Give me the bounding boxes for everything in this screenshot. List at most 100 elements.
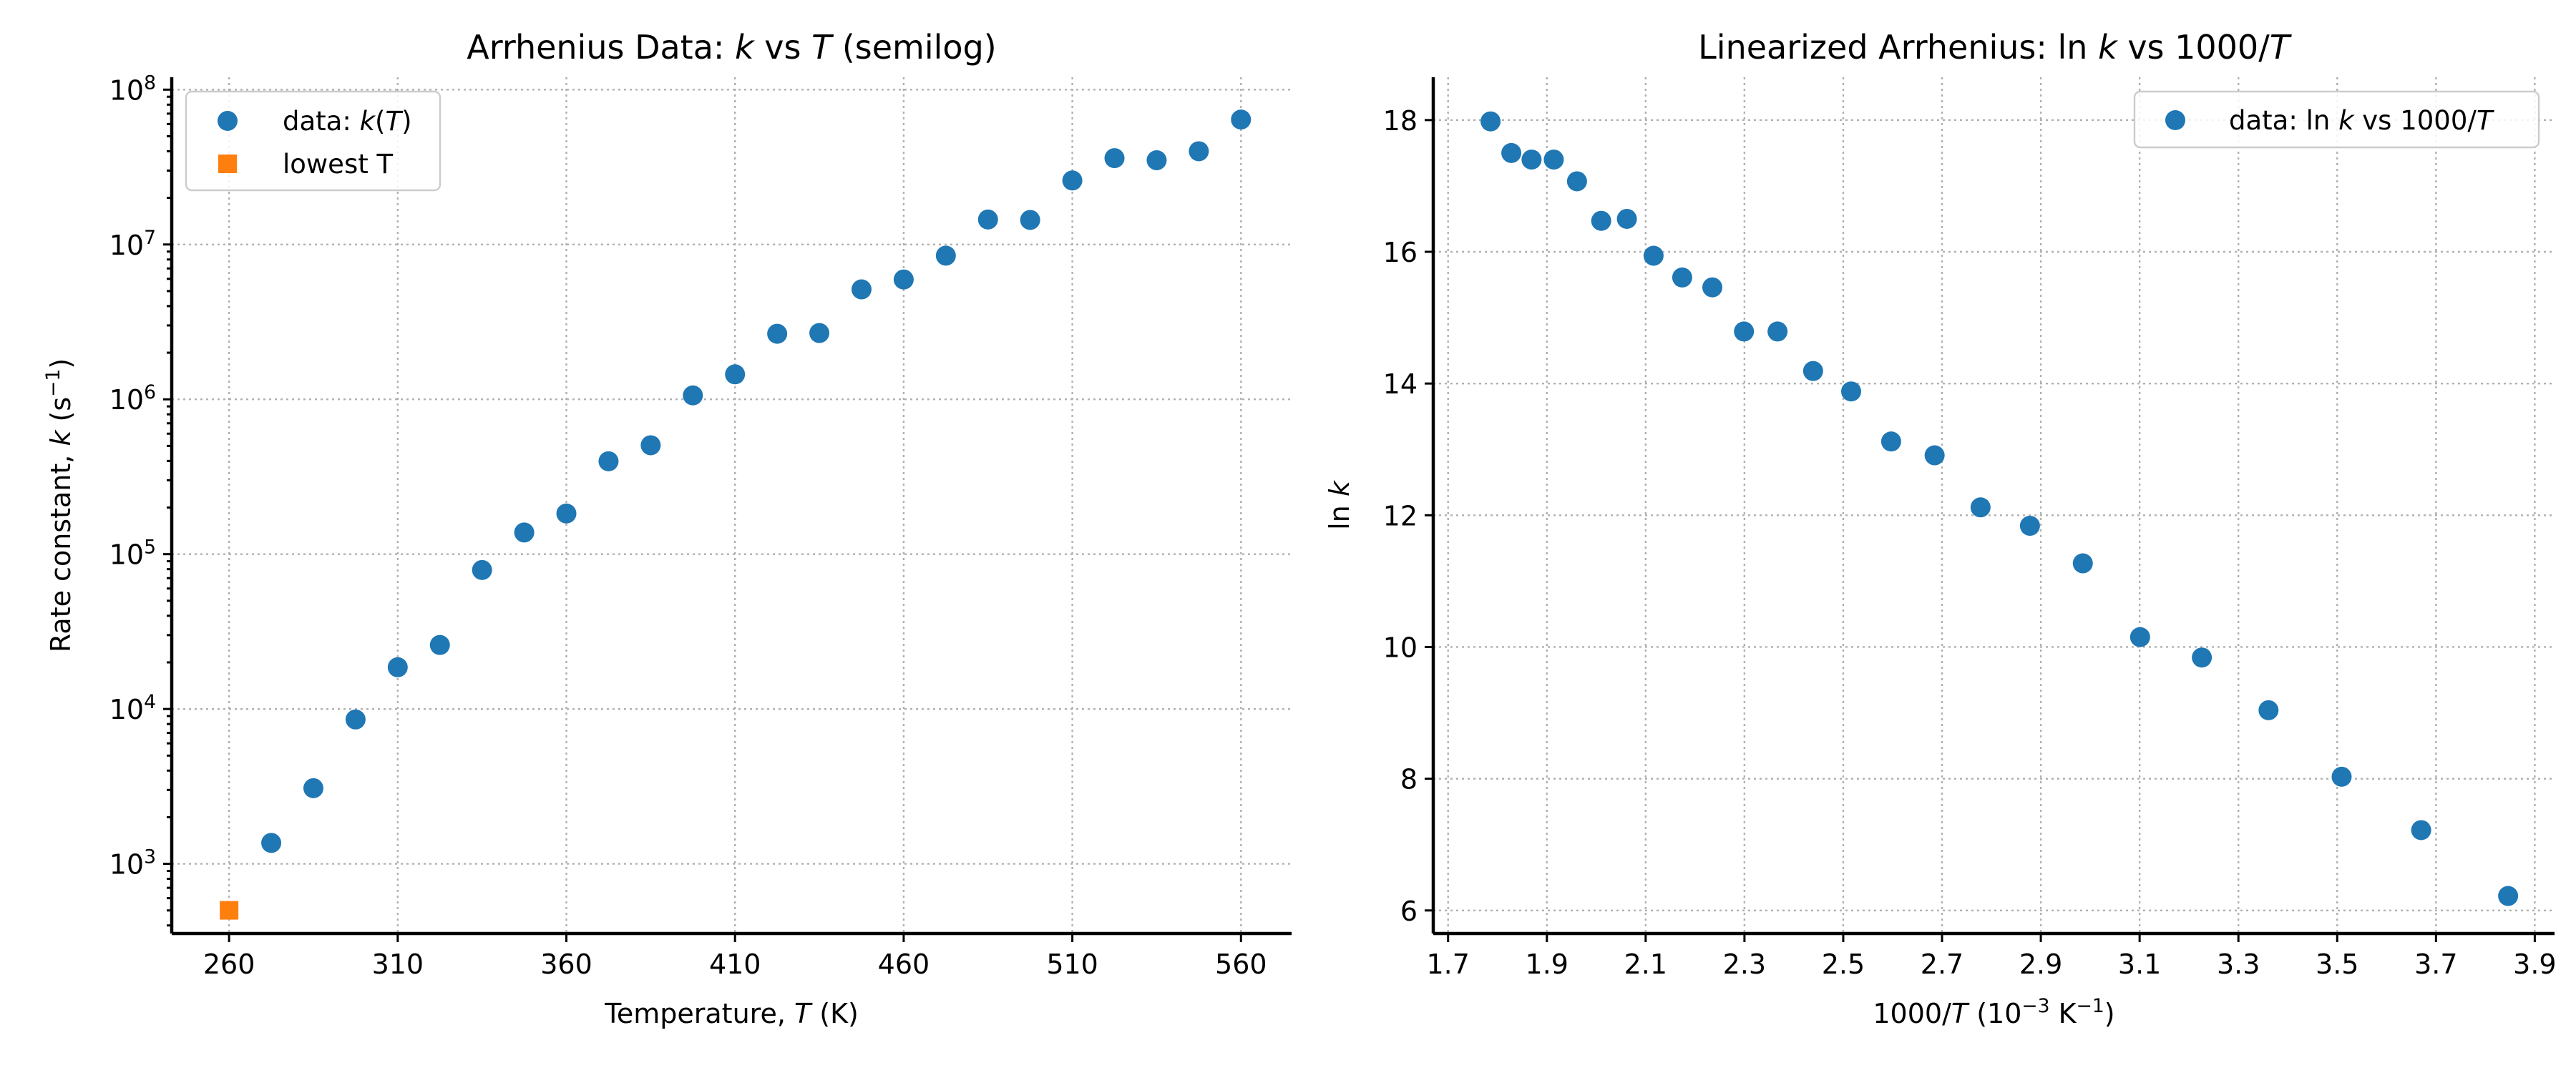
linearized-chart-panel: 1.7 1.9 2.1 2.3 2.5 2.7 2.9 3.1 3.3 3.5 3.7 3.9 6 8 10… xyxy=(1324,28,2557,1029)
x-tick-label: 2.1 xyxy=(1624,949,1667,980)
data-point xyxy=(1146,150,1167,171)
text-part: (10 xyxy=(1968,998,2021,1029)
data-point xyxy=(1767,321,1788,342)
data-point xyxy=(1643,245,1664,266)
x-tick-label: 3.1 xyxy=(2118,949,2161,980)
text-part: Arrhenius Data: xyxy=(467,28,735,67)
y-tick-label: 104 xyxy=(109,691,156,726)
tick-base: 10 xyxy=(109,384,144,416)
y-tick-label: 107 xyxy=(109,226,156,261)
data-point xyxy=(1501,142,1522,163)
text-part: (s xyxy=(45,397,77,431)
text-part: T xyxy=(2270,28,2293,67)
data-point xyxy=(1104,148,1125,169)
tick-exponent: 4 xyxy=(144,691,156,713)
y-tick-label: 12 xyxy=(1383,500,1418,531)
data-point xyxy=(2498,886,2519,906)
data-point xyxy=(809,323,830,343)
text-part xyxy=(2087,28,2098,67)
data-point xyxy=(640,435,661,456)
text-part: k xyxy=(2338,105,2355,136)
text-part: K xyxy=(2050,998,2077,1029)
data-point xyxy=(2129,627,2150,647)
data-point xyxy=(935,245,956,266)
text-part: Linearized Arrhenius: xyxy=(1698,28,2057,67)
text-part: ) xyxy=(401,106,411,137)
text-part: Rate constant, xyxy=(45,446,77,653)
text-part: −1 xyxy=(2077,995,2104,1017)
tick-exponent: 7 xyxy=(144,226,156,248)
data-point xyxy=(1616,208,1637,229)
data-point xyxy=(598,451,619,471)
data-point xyxy=(1020,210,1040,230)
data-point xyxy=(1970,497,1991,518)
data-point xyxy=(1231,109,1252,130)
data-point xyxy=(1566,171,1587,192)
text-part: T xyxy=(2477,105,2494,136)
tick-exponent: 8 xyxy=(144,72,156,94)
data-point xyxy=(1734,321,1755,342)
data-point xyxy=(683,385,703,406)
legend-marker-lowest-t xyxy=(218,155,237,173)
data-point xyxy=(1672,267,1692,288)
text-part: k xyxy=(45,429,77,446)
text-part: ) xyxy=(45,358,77,369)
data-point xyxy=(2019,516,2040,536)
data-point xyxy=(2411,820,2431,841)
data-point xyxy=(1924,445,1945,466)
y-axis-label: Rate constant, k (s−1) xyxy=(42,358,77,652)
y-tick-label: 105 xyxy=(109,536,156,571)
x-tick-label: 2.3 xyxy=(1723,949,1766,980)
data-point xyxy=(261,833,282,853)
tick-base: 10 xyxy=(109,230,144,261)
text-part: k xyxy=(2098,28,2119,67)
legend-label-data: data: k(T) xyxy=(283,106,412,137)
text-part: T xyxy=(811,28,834,67)
text-part xyxy=(1324,496,1355,505)
text-part: −3 xyxy=(2021,995,2049,1017)
tick-base: 10 xyxy=(109,694,144,725)
x-tick-label: 3.5 xyxy=(2316,949,2358,980)
y-tick-label: 8 xyxy=(1400,764,1418,795)
x-axis-label: 1000/T (10−3 K−1) xyxy=(1873,995,2114,1030)
chart-title: Linearized Arrhenius: ln k vs 1000/T xyxy=(1698,28,2293,67)
data-point xyxy=(1480,111,1501,132)
data-point xyxy=(514,522,535,543)
y-tick-label: 18 xyxy=(1383,105,1418,137)
data-point xyxy=(2072,553,2093,574)
data-point xyxy=(1591,210,1611,231)
data-point xyxy=(893,269,914,290)
y-tick-label: 103 xyxy=(109,846,156,881)
text-part: T xyxy=(1951,998,1970,1029)
x-tick-label: 460 xyxy=(878,949,930,980)
tick-exponent: 5 xyxy=(144,536,156,558)
legend-marker-data xyxy=(218,111,238,131)
x-tick-label: 410 xyxy=(709,949,761,980)
data-point xyxy=(1543,150,1564,170)
x-tick-label: 2.7 xyxy=(1921,949,1963,980)
text-part: (K) xyxy=(811,998,859,1029)
text-part: −1 xyxy=(42,369,64,397)
data-point xyxy=(303,778,323,798)
text-part: ln xyxy=(2306,105,2331,136)
data-point xyxy=(2192,647,2212,668)
text-part: T xyxy=(794,998,813,1029)
x-tick-label: 310 xyxy=(372,949,424,980)
text-part: k xyxy=(1324,479,1355,496)
text-part: data: xyxy=(2229,105,2306,136)
text-part: ( xyxy=(375,106,385,137)
data-point xyxy=(851,279,872,300)
data-point xyxy=(1062,170,1083,191)
data-point xyxy=(767,323,788,344)
x-tick-label: 360 xyxy=(540,949,592,980)
data-point xyxy=(725,364,746,385)
tick-exponent: 3 xyxy=(144,846,156,868)
legend-marker-data xyxy=(2165,110,2185,130)
data-point xyxy=(472,559,492,580)
text-part: vs 1000/ xyxy=(2117,28,2270,67)
data-point xyxy=(387,657,408,677)
x-tick-label: 2.9 xyxy=(2019,949,2062,980)
chart-title: Arrhenius Data: k vs T (semilog) xyxy=(467,28,996,67)
y-tick-label: 106 xyxy=(109,381,156,416)
